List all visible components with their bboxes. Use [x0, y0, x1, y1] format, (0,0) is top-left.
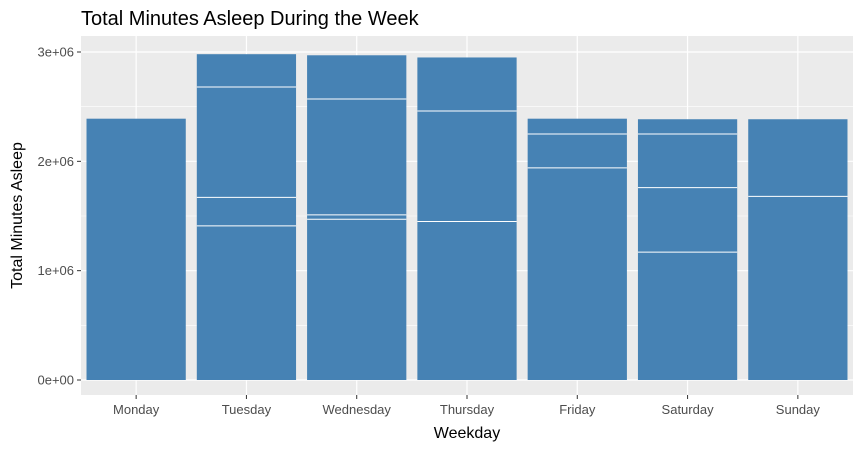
bar-wednesday — [307, 55, 407, 380]
x-axis: Monday Tuesday Wednesday Thursday Friday Satu… — [113, 395, 820, 417]
x-tick-label: Tuesday — [222, 402, 272, 417]
bars — [86, 54, 848, 381]
y-tick-label: 2e+06 — [37, 154, 74, 169]
y-tick-label: 3e+06 — [37, 45, 74, 60]
chart-title: Total Minutes Asleep During the Week — [81, 8, 420, 30]
bar-thursday — [417, 57, 517, 380]
y-tick-label: 1e+06 — [37, 263, 74, 278]
x-tick-label: Wednesday — [323, 402, 392, 417]
bar-sunday — [748, 119, 848, 381]
bar-friday — [527, 118, 627, 381]
x-tick-label: Friday — [559, 402, 596, 417]
bar-monday — [86, 118, 186, 381]
x-tick-label: Saturday — [662, 402, 715, 417]
y-tick-label: 0e+00 — [37, 373, 74, 388]
y-axis: 0e+00 1e+06 2e+06 3e+06 — [37, 45, 81, 388]
y-axis-title: Total Minutes Asleep — [9, 142, 26, 289]
bar-saturday — [637, 119, 738, 381]
x-tick-label: Sunday — [776, 402, 821, 417]
x-tick-label: Monday — [113, 402, 160, 417]
x-tick-label: Thursday — [440, 402, 495, 417]
x-axis-title: Weekday — [434, 425, 500, 442]
bar-tuesday — [196, 54, 297, 380]
